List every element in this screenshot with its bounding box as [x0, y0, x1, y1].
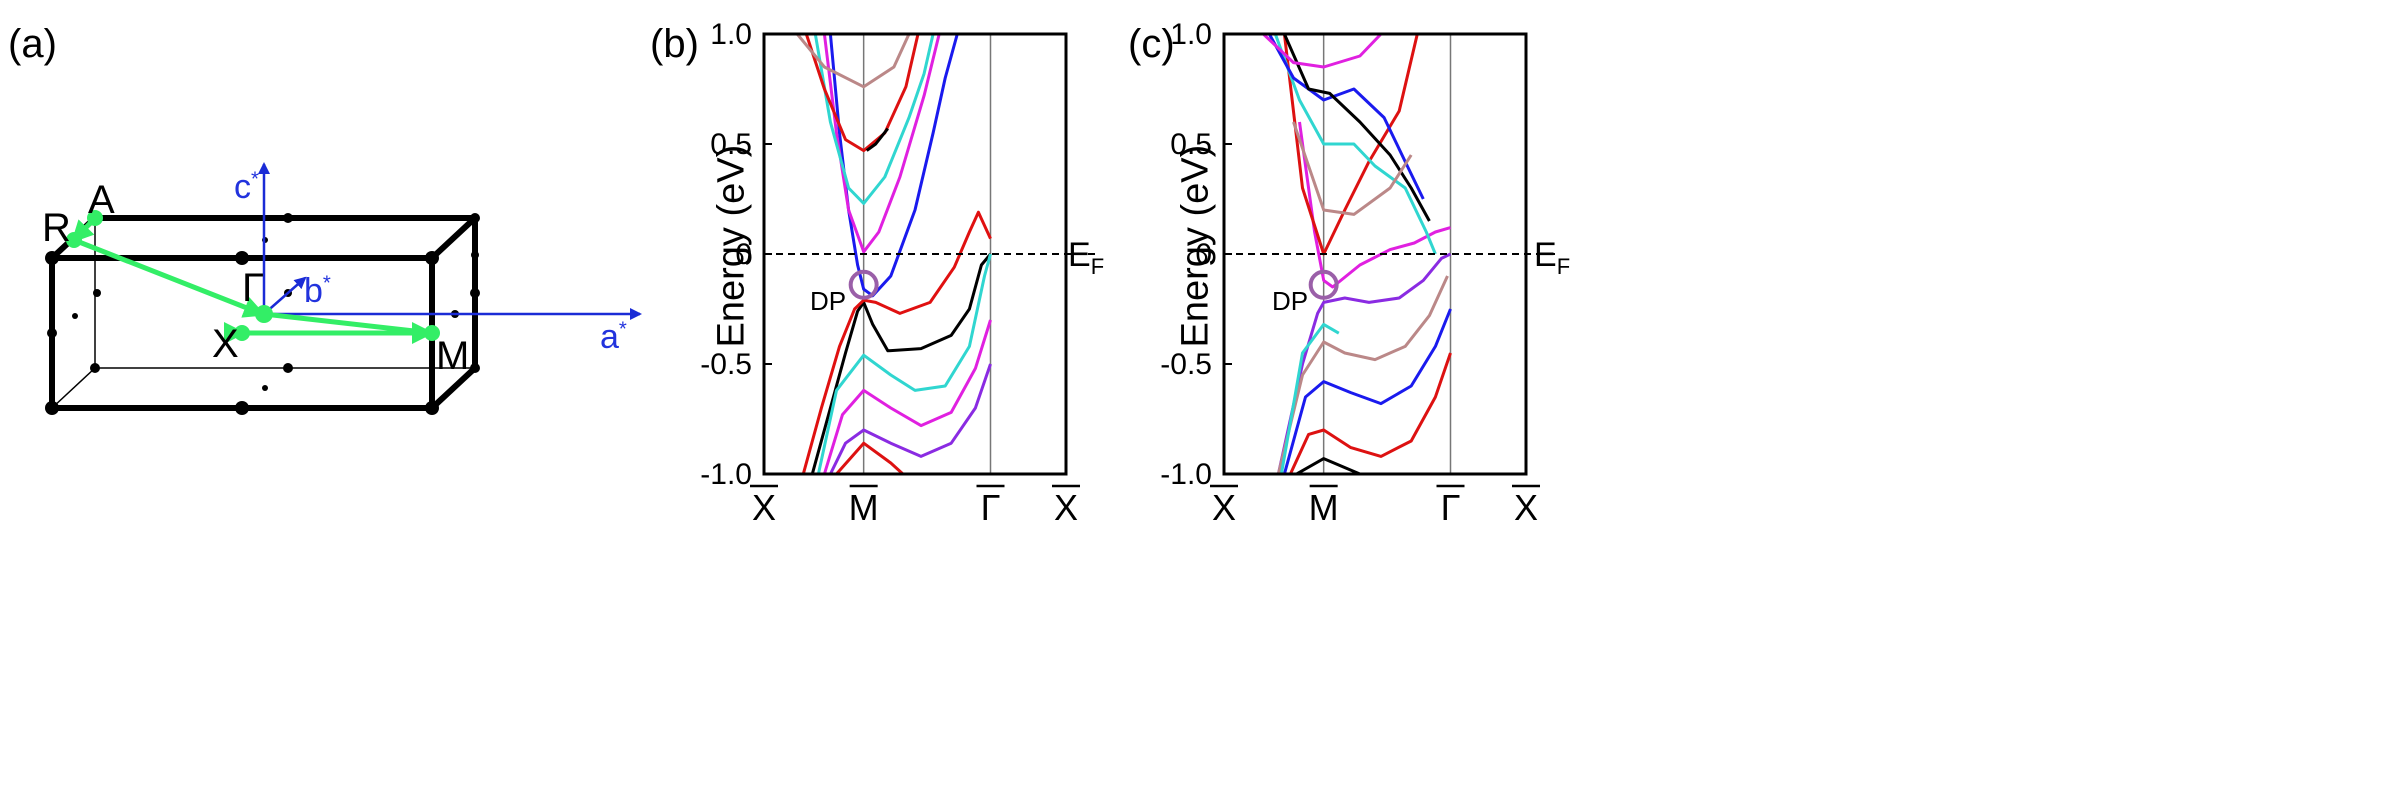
- panel-c-dp-label: DP: [1272, 286, 1309, 316]
- plot-c-band-cv2: [1282, 308, 1452, 474]
- plot-b-ytick-0: 1.0: [710, 18, 752, 51]
- plot-b-band-m4: [796, 34, 911, 89]
- plot-b-ytick-2: 0: [735, 238, 752, 271]
- plot-c-band-cv5: [1279, 322, 1340, 474]
- plot-c-band-c5: [1262, 34, 1383, 69]
- plot-c-band-c1: [1282, 34, 1419, 256]
- plot-b-band-surface-upper-blue: [828, 34, 959, 298]
- plot-c-ytick-4: -1.0: [1160, 458, 1212, 491]
- reciprocal-axes: [258, 162, 642, 320]
- plot-b-ytick-3: -0.5: [700, 348, 752, 381]
- band-plot-b: 1.00.50-0.5-1.0X M Γ X: [700, 18, 1098, 528]
- plot-b-xtick-0: X: [752, 487, 776, 528]
- plot-c-band-cv4: [1295, 457, 1361, 474]
- label-gamma: Γ: [242, 266, 265, 310]
- k-points: [66, 210, 440, 341]
- plot-b-xtick-3: X: [1054, 487, 1078, 528]
- plot-c-ytick-1: 0.5: [1170, 128, 1212, 161]
- panel-b-label: (b): [650, 22, 699, 66]
- plot-b-band-v1: [816, 253, 992, 474]
- panel-a-label: (a): [8, 22, 57, 66]
- plot-b-band-v2: [822, 319, 992, 474]
- plot-c-ytick-3: -0.5: [1160, 348, 1212, 381]
- plot-c-xtick-2: Γ: [1441, 487, 1461, 528]
- plot-b-xtick-1: M: [849, 487, 879, 528]
- label-A: A: [88, 178, 115, 222]
- plot-c-band-cv1: [1276, 275, 1449, 474]
- plot-b-band-v4: [835, 441, 904, 474]
- label-M: M: [436, 334, 470, 378]
- panel-b-ef: EF: [1068, 236, 1105, 279]
- plot-b-xtick-2: Γ: [981, 487, 1001, 528]
- panel-c-ef: EF: [1534, 236, 1571, 279]
- plot-c-bands: [1262, 34, 1452, 474]
- plot-c-xtick-1: M: [1309, 487, 1339, 528]
- label-a-star: a*: [600, 318, 627, 356]
- plot-c-band-c4: [1283, 34, 1431, 222]
- label-R: R: [42, 206, 71, 250]
- band-plot-c: 1.00.50-0.5-1.0X M Γ X: [1160, 18, 1558, 528]
- plot-b-band-m5: [865, 127, 889, 152]
- brillouin-zone-diagram: [45, 162, 642, 415]
- plot-b-ytick-4: -1.0: [700, 458, 752, 491]
- plot-c-ytick-0: 1.0: [1170, 18, 1212, 51]
- panel-c-label: (c): [1128, 22, 1175, 66]
- plot-b-band-surface-lower: [810, 253, 992, 474]
- plot-c-band-c6: [1292, 121, 1413, 216]
- plot-c-ytick-2: 0: [1195, 238, 1212, 271]
- label-b-star: b*: [304, 272, 331, 310]
- plot-c-xtick-3: X: [1514, 487, 1538, 528]
- plot-b-band-v3: [829, 363, 992, 474]
- panel-b-dp-label: DP: [810, 286, 847, 316]
- plot-c-band-surface-lower: [1276, 252, 1452, 474]
- label-c-star: c*: [234, 168, 259, 206]
- plot-b-band-m2: [813, 34, 935, 205]
- plot-c-xtick-0: X: [1212, 487, 1236, 528]
- plot-b-dirac-circle: [848, 269, 879, 300]
- plot-b-ytick-1: 0.5: [710, 128, 752, 161]
- plot-b-band-m3: [804, 34, 920, 153]
- label-X: X: [212, 322, 239, 366]
- plot-c-dirac-circle: [1308, 269, 1339, 300]
- plot-c-band-cv3: [1289, 352, 1452, 474]
- plot-b-band-surface-lower-red: [801, 210, 992, 474]
- plot-b-bands: [796, 34, 992, 474]
- plot-c-band-c2: [1273, 34, 1437, 255]
